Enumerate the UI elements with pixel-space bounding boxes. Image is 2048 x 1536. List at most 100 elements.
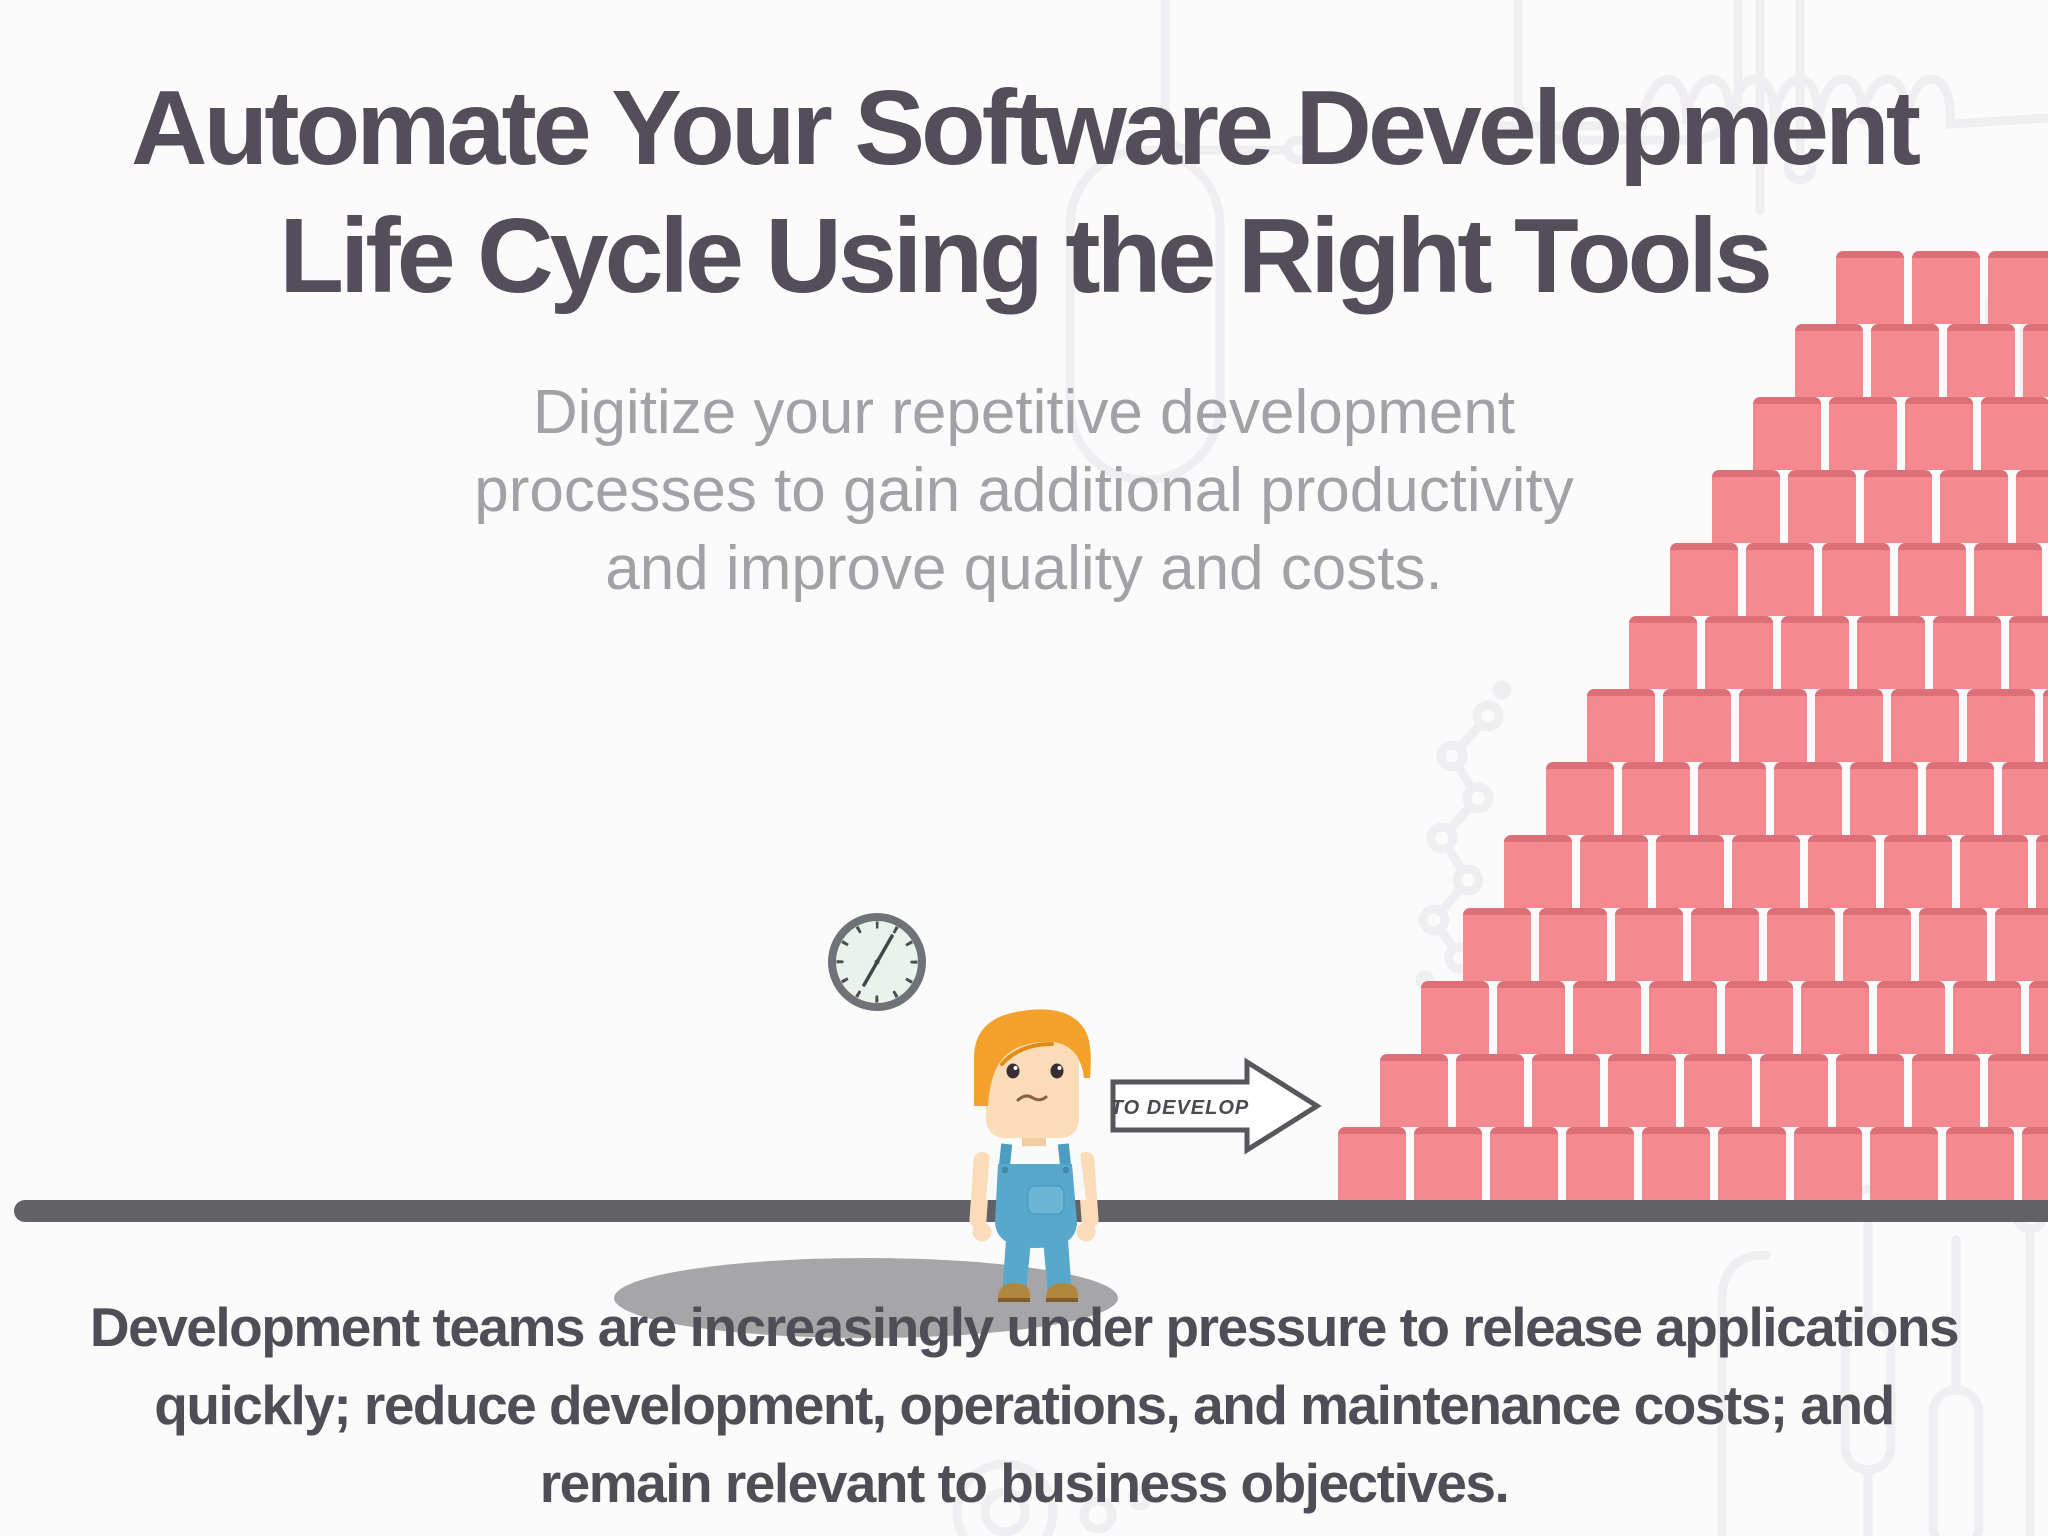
pyramid-block bbox=[1829, 397, 1897, 470]
pyramid-block bbox=[1642, 1127, 1710, 1200]
subtitle-line-1: Digitize your repetitive development bbox=[532, 378, 1516, 447]
pyramid-block bbox=[1987, 1054, 2048, 1127]
character-shadow bbox=[614, 1258, 1118, 1338]
pyramid-block bbox=[1967, 689, 2035, 762]
pyramid-block bbox=[1905, 397, 1973, 470]
pyramid-block bbox=[1932, 616, 2001, 689]
arrow-label: TO DEVELOP bbox=[1111, 1097, 1250, 1119]
pyramid-block bbox=[1870, 1127, 1938, 1200]
pyramid-block bbox=[1836, 251, 1904, 324]
pyramid-block bbox=[1808, 835, 1876, 908]
pyramid-block bbox=[1421, 981, 1489, 1054]
pyramid-block bbox=[1753, 397, 1821, 470]
title-line-1: Automate Your Software Development bbox=[130, 69, 1921, 187]
pyramid-block bbox=[2029, 981, 2048, 1054]
pyramid-block bbox=[1898, 543, 1966, 616]
subtitle-line-2: processes to gain additional productivit… bbox=[474, 456, 1574, 525]
pyramid-block bbox=[1794, 1127, 1862, 1200]
pyramid-block bbox=[1628, 616, 1697, 689]
pyramid-block bbox=[1338, 1127, 1406, 1200]
footer-line-2: quickly; reduce development, operations,… bbox=[154, 1374, 1895, 1436]
pyramid-block bbox=[1773, 762, 1842, 835]
pyramid-block bbox=[1379, 1054, 1448, 1127]
pyramid-block bbox=[1877, 981, 1945, 1054]
pyramid-block bbox=[1835, 1054, 1904, 1127]
pyramid-block bbox=[1787, 470, 1856, 543]
pyramid-block bbox=[1683, 1054, 1752, 1127]
pyramid-block bbox=[2022, 324, 2048, 397]
pyramid-block bbox=[1497, 981, 1565, 1054]
pyramid-block bbox=[1414, 1127, 1482, 1200]
pyramid-block bbox=[1545, 762, 1614, 835]
pyramid-block bbox=[2043, 689, 2048, 762]
pyramid-block bbox=[1663, 689, 1731, 762]
pyramid-block bbox=[1849, 762, 1918, 835]
pyramid-block bbox=[1925, 762, 1994, 835]
footer-line-3: remain relevant to business objectives. bbox=[539, 1452, 1510, 1514]
title-line-2: Life Cycle Using the Right Tools bbox=[279, 197, 1773, 315]
to-develop-arrow: TO DEVELOP bbox=[1110, 1057, 1322, 1155]
pyramid-block bbox=[1912, 251, 1980, 324]
pyramid-block bbox=[2036, 835, 2048, 908]
pyramid-block bbox=[2015, 470, 2048, 543]
subtitle-line-3: and improve quality and costs. bbox=[605, 534, 1443, 603]
pyramid-block bbox=[1504, 835, 1572, 908]
pyramid-block bbox=[1718, 1127, 1786, 1200]
pyramid-block bbox=[1621, 762, 1690, 835]
pyramid-block bbox=[1538, 908, 1607, 981]
pyramid-block bbox=[1994, 908, 2048, 981]
pyramid-block bbox=[1981, 397, 2048, 470]
pyramid-block bbox=[2001, 762, 2048, 835]
pyramid-block bbox=[1607, 1054, 1676, 1127]
pyramid-block bbox=[1649, 981, 1717, 1054]
pyramid-block bbox=[1587, 689, 1655, 762]
pyramid-block bbox=[1566, 1127, 1634, 1200]
pyramid-block bbox=[1759, 1054, 1828, 1127]
pyramid-block bbox=[1891, 689, 1959, 762]
pyramid-block bbox=[1780, 616, 1849, 689]
pyramid-block bbox=[1462, 908, 1531, 981]
pyramid-block bbox=[1870, 324, 1939, 397]
pyramid-block bbox=[1842, 908, 1911, 981]
pyramid-block bbox=[1670, 543, 1738, 616]
pyramid-block bbox=[1911, 1054, 1980, 1127]
pyramid-block bbox=[1974, 543, 2042, 616]
arrow-shape bbox=[1110, 1057, 1322, 1155]
pyramid-block bbox=[1988, 251, 2048, 324]
pyramid-block bbox=[1656, 835, 1724, 908]
pyramid-block bbox=[1953, 981, 2021, 1054]
pyramid-block bbox=[1794, 324, 1863, 397]
pyramid-block bbox=[1863, 470, 1932, 543]
pyramid-block bbox=[1573, 981, 1641, 1054]
pyramid-block bbox=[1531, 1054, 1600, 1127]
pyramid-block bbox=[1739, 689, 1807, 762]
pyramid-block bbox=[1946, 324, 2015, 397]
page-title: Automate Your Software Development Life … bbox=[0, 64, 2048, 320]
pyramid-block bbox=[1580, 835, 1648, 908]
developer-character bbox=[969, 1009, 1099, 1302]
pyramid-block bbox=[1711, 470, 1780, 543]
pyramid-block bbox=[1960, 835, 2028, 908]
footer-line-1: Development teams are increasingly under… bbox=[89, 1296, 1960, 1358]
pyramid-block bbox=[1455, 1054, 1524, 1127]
pyramid-block bbox=[1815, 689, 1883, 762]
pyramid-block bbox=[1822, 543, 1890, 616]
clock-icon bbox=[828, 913, 926, 1011]
pyramid-block bbox=[1732, 835, 1800, 908]
pyramid-block bbox=[1614, 908, 1683, 981]
pyramid-block bbox=[1704, 616, 1773, 689]
pyramid-block bbox=[2008, 616, 2048, 689]
pyramid-block bbox=[1918, 908, 1987, 981]
pyramid-block bbox=[1856, 616, 1925, 689]
pyramid-block bbox=[1884, 835, 1952, 908]
footer-paragraph: Development teams are increasingly under… bbox=[0, 1288, 2048, 1522]
pyramid-block bbox=[1939, 470, 2008, 543]
page-subtitle: Digitize your repetitive development pro… bbox=[0, 374, 2048, 608]
pyramid-block bbox=[1690, 908, 1759, 981]
pyramid-block bbox=[1725, 981, 1793, 1054]
pyramid-block bbox=[1801, 981, 1869, 1054]
pyramid-block bbox=[1490, 1127, 1558, 1200]
